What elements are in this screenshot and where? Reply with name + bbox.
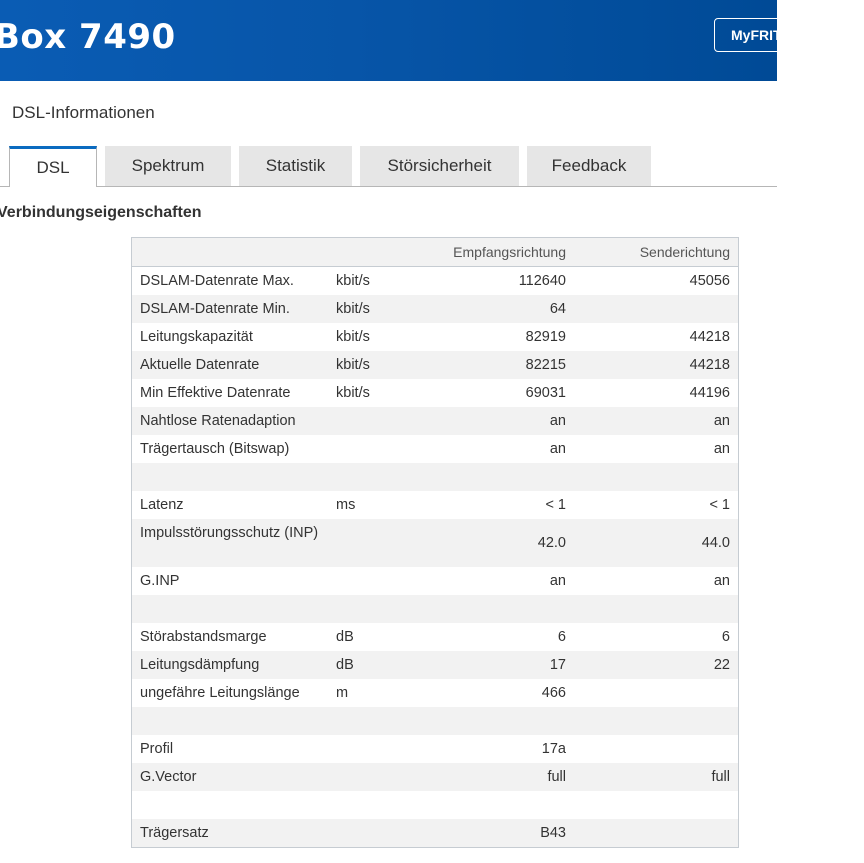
row-downstream-value: 82919 bbox=[525, 329, 566, 345]
row-unit: kbit/s bbox=[336, 357, 370, 373]
tab-statistik[interactable]: Statistik bbox=[239, 146, 352, 186]
row-upstream-value: 6 bbox=[721, 629, 730, 645]
row-downstream-value: 42.0 bbox=[537, 535, 566, 551]
row-unit: dB bbox=[336, 629, 354, 645]
tab-dsl[interactable]: DSL bbox=[9, 146, 97, 187]
tab-bar: DSL Spektrum Statistik Störsicherheit Fe… bbox=[0, 146, 777, 187]
row-downstream-value: 17a bbox=[541, 741, 566, 757]
row-downstream-value: full bbox=[547, 769, 566, 785]
table-row: Profil 17a bbox=[132, 735, 738, 763]
table-row: ungefähre Leitungslänge m 466 bbox=[132, 679, 738, 707]
row-upstream-value: 44218 bbox=[689, 329, 730, 345]
table-row: Nahtlose Ratenadaption an an bbox=[132, 407, 738, 435]
table-row bbox=[132, 595, 738, 623]
row-downstream-value: 112640 bbox=[518, 273, 566, 289]
row-downstream-value: an bbox=[549, 441, 566, 457]
row-unit: kbit/s bbox=[336, 273, 370, 289]
column-header-upstream: Senderichtung bbox=[639, 244, 730, 260]
row-upstream-value: 44196 bbox=[689, 385, 730, 401]
table-row: Störabstandsmarge dB 6 6 bbox=[132, 623, 738, 651]
table-row: Latenz ms < 1 < 1 bbox=[132, 491, 738, 519]
row-label: Impulsstörungsschutz (INP) bbox=[140, 525, 319, 541]
row-downstream-value: B43 bbox=[540, 825, 566, 841]
row-downstream-value: < 1 bbox=[545, 497, 566, 513]
tab-stoersicherheit[interactable]: Störsicherheit bbox=[360, 146, 519, 186]
table-row: Leitungsdämpfung dB 17 22 bbox=[132, 651, 738, 679]
row-label: Leitungsdämpfung bbox=[140, 657, 260, 673]
row-upstream-value: 22 bbox=[713, 657, 730, 673]
table-row: G.Vector full full bbox=[132, 763, 738, 791]
row-unit: kbit/s bbox=[336, 329, 370, 345]
row-downstream-value: 466 bbox=[541, 685, 566, 701]
row-downstream-value: 6 bbox=[557, 629, 566, 645]
row-downstream-value: 82215 bbox=[525, 357, 566, 373]
row-upstream-value: 44218 bbox=[689, 357, 730, 373]
row-label: ungefähre Leitungslänge bbox=[140, 685, 300, 701]
row-unit: ms bbox=[336, 497, 356, 513]
row-label: Min Effektive Datenrate bbox=[140, 385, 291, 401]
row-label: Trägertausch (Bitswap) bbox=[140, 441, 290, 457]
row-label: G.INP bbox=[140, 573, 180, 589]
tab-feedback[interactable]: Feedback bbox=[527, 146, 651, 186]
row-downstream-value: 64 bbox=[549, 301, 566, 317]
row-upstream-value: 45056 bbox=[689, 273, 730, 289]
section-title: Verbindungseigenschaften bbox=[0, 204, 202, 221]
row-upstream-value: 44.0 bbox=[701, 535, 730, 551]
row-unit: dB bbox=[336, 657, 354, 673]
table-row: Trägersatz B43 bbox=[132, 819, 738, 847]
row-label: Trägersatz bbox=[140, 825, 209, 841]
breadcrumb: DSL-Informationen bbox=[12, 103, 155, 122]
row-label: DSLAM-Datenrate Max. bbox=[140, 273, 294, 289]
table-header-row: Empfangsrichtung Senderichtung bbox=[132, 238, 738, 267]
table-row: Trägertausch (Bitswap) an an bbox=[132, 435, 738, 463]
table-row: DSLAM-Datenrate Min. kbit/s 64 bbox=[132, 295, 738, 323]
table-row bbox=[132, 463, 738, 491]
row-label: Aktuelle Datenrate bbox=[140, 357, 260, 373]
table-row: DSLAM-Datenrate Max. kbit/s 112640 45056 bbox=[132, 267, 738, 295]
row-label: Störabstandsmarge bbox=[140, 629, 267, 645]
row-label: Leitungskapazität bbox=[140, 329, 253, 345]
table-row bbox=[132, 707, 738, 735]
row-label: Profil bbox=[140, 741, 174, 757]
device-title: Box 7490 bbox=[0, 17, 176, 57]
row-upstream-value: an bbox=[713, 413, 730, 429]
table-row: G.INP an an bbox=[132, 567, 738, 595]
row-label: DSLAM-Datenrate Min. bbox=[140, 301, 290, 317]
row-label: Latenz bbox=[140, 497, 184, 513]
row-unit: kbit/s bbox=[336, 385, 370, 401]
connection-properties-table: Empfangsrichtung Senderichtung DSLAM-Dat… bbox=[131, 237, 739, 848]
tab-spektrum[interactable]: Spektrum bbox=[105, 146, 231, 186]
column-header-downstream: Empfangsrichtung bbox=[453, 244, 566, 260]
row-upstream-value: < 1 bbox=[709, 497, 730, 513]
row-upstream-value: an bbox=[713, 441, 730, 457]
myfritz-button[interactable]: MyFRITZ! bbox=[714, 18, 777, 52]
row-label: Nahtlose Ratenadaption bbox=[140, 413, 296, 429]
row-downstream-value: an bbox=[549, 413, 566, 429]
top-header: Box 7490 MyFRITZ! bbox=[0, 0, 777, 81]
row-downstream-value: an bbox=[549, 573, 566, 589]
row-upstream-value: full bbox=[711, 769, 730, 785]
row-unit: kbit/s bbox=[336, 301, 370, 317]
row-upstream-value: an bbox=[713, 573, 730, 589]
table-row: Impulsstörungsschutz (INP) 42.0 44.0 bbox=[132, 519, 738, 567]
row-downstream-value: 17 bbox=[549, 657, 566, 673]
table-row: Leitungskapazität kbit/s 82919 44218 bbox=[132, 323, 738, 351]
table-row: Min Effektive Datenrate kbit/s 69031 44196 bbox=[132, 379, 738, 407]
row-downstream-value: 69031 bbox=[525, 385, 566, 401]
table-row bbox=[132, 791, 738, 819]
row-unit: m bbox=[336, 685, 349, 701]
table-row: Aktuelle Datenrate kbit/s 82215 44218 bbox=[132, 351, 738, 379]
row-label: G.Vector bbox=[140, 769, 197, 785]
